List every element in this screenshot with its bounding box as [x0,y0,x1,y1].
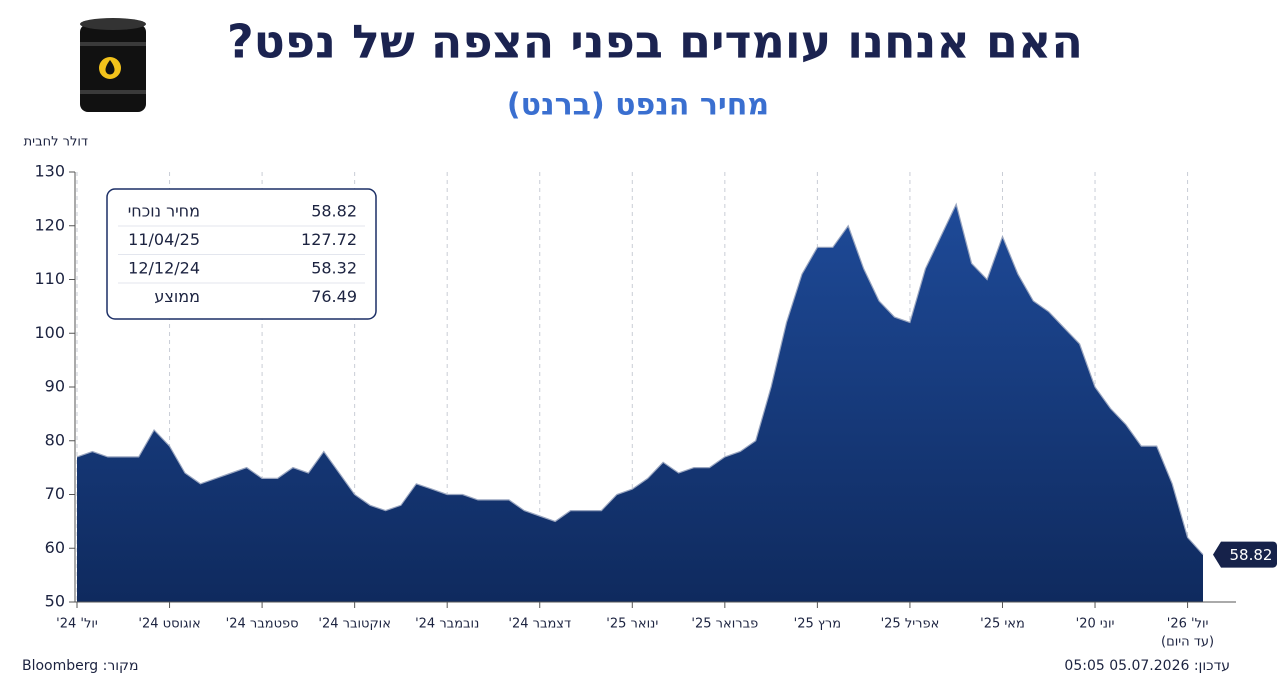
x-tick-label: פברואר 25' [691,617,758,632]
stat-label: ממוצע [154,287,200,306]
stat-value: 76.49 [311,287,357,306]
y-axis-label: דולר לחבית [24,135,88,150]
y-tick-label: 80 [45,430,65,449]
x-tick-label: יול' 26' [1167,617,1209,632]
area-edge [76,202,1204,556]
x-tick-label: מאי 25' [980,617,1025,632]
x-tick-label: יוני 20' [1076,617,1115,632]
x-tick-note: (עד היום) [1161,635,1214,650]
chart-title: האם אנחנו עומדים בפני הצפה של נפט? [227,15,1083,69]
y-tick-label: 110 [34,269,65,288]
y-tick-label: 70 [45,484,65,503]
update-note: עדכון: 05.07.2026 05:05 [1064,658,1230,674]
y-tick-label: 50 [45,592,65,611]
y-tick-label: 90 [45,377,65,396]
barrel-icon [80,18,146,112]
y-tick-label: 120 [34,215,65,234]
x-tick-label: ספטמבר 24' [226,617,299,632]
x-tick-label: אוגוסט 24' [138,617,200,632]
y-tick-label: 60 [45,538,65,557]
stat-value: 127.72 [301,230,357,249]
value-badge [1213,541,1277,568]
chart-subtitle: מחיר הנפט (ברנט) [507,88,769,123]
stat-label: מחיר נוכחי [128,202,200,221]
stat-label: 11/04/25 [128,230,200,249]
stat-value: 58.32 [311,259,357,278]
x-tick-label: יול' 24' [56,617,98,632]
y-tick-label: 130 [34,162,65,181]
x-tick-label: אפריל 25' [881,617,940,632]
x-tick-label: נובמבר 24' [415,617,479,632]
y-tick-label: 100 [34,323,65,342]
x-tick-label: מרץ 25' [794,617,841,632]
x-tick-label: דצמבר 24' [508,617,571,632]
value-label: 58.82 [1230,546,1273,564]
x-tick-label: אוקטובר 24' [318,617,391,632]
plot-area: יול' 24' אוגוסט 24' ספטמבר 24' אוקטובר 24' נ… [34,162,1277,650]
stat-label: 12/12/24 [128,259,200,278]
stat-value: 58.82 [311,202,357,221]
source-note: מקור: Bloomberg [22,658,139,674]
x-tick-label: ינואר 25' [606,617,658,632]
area [77,204,1203,603]
